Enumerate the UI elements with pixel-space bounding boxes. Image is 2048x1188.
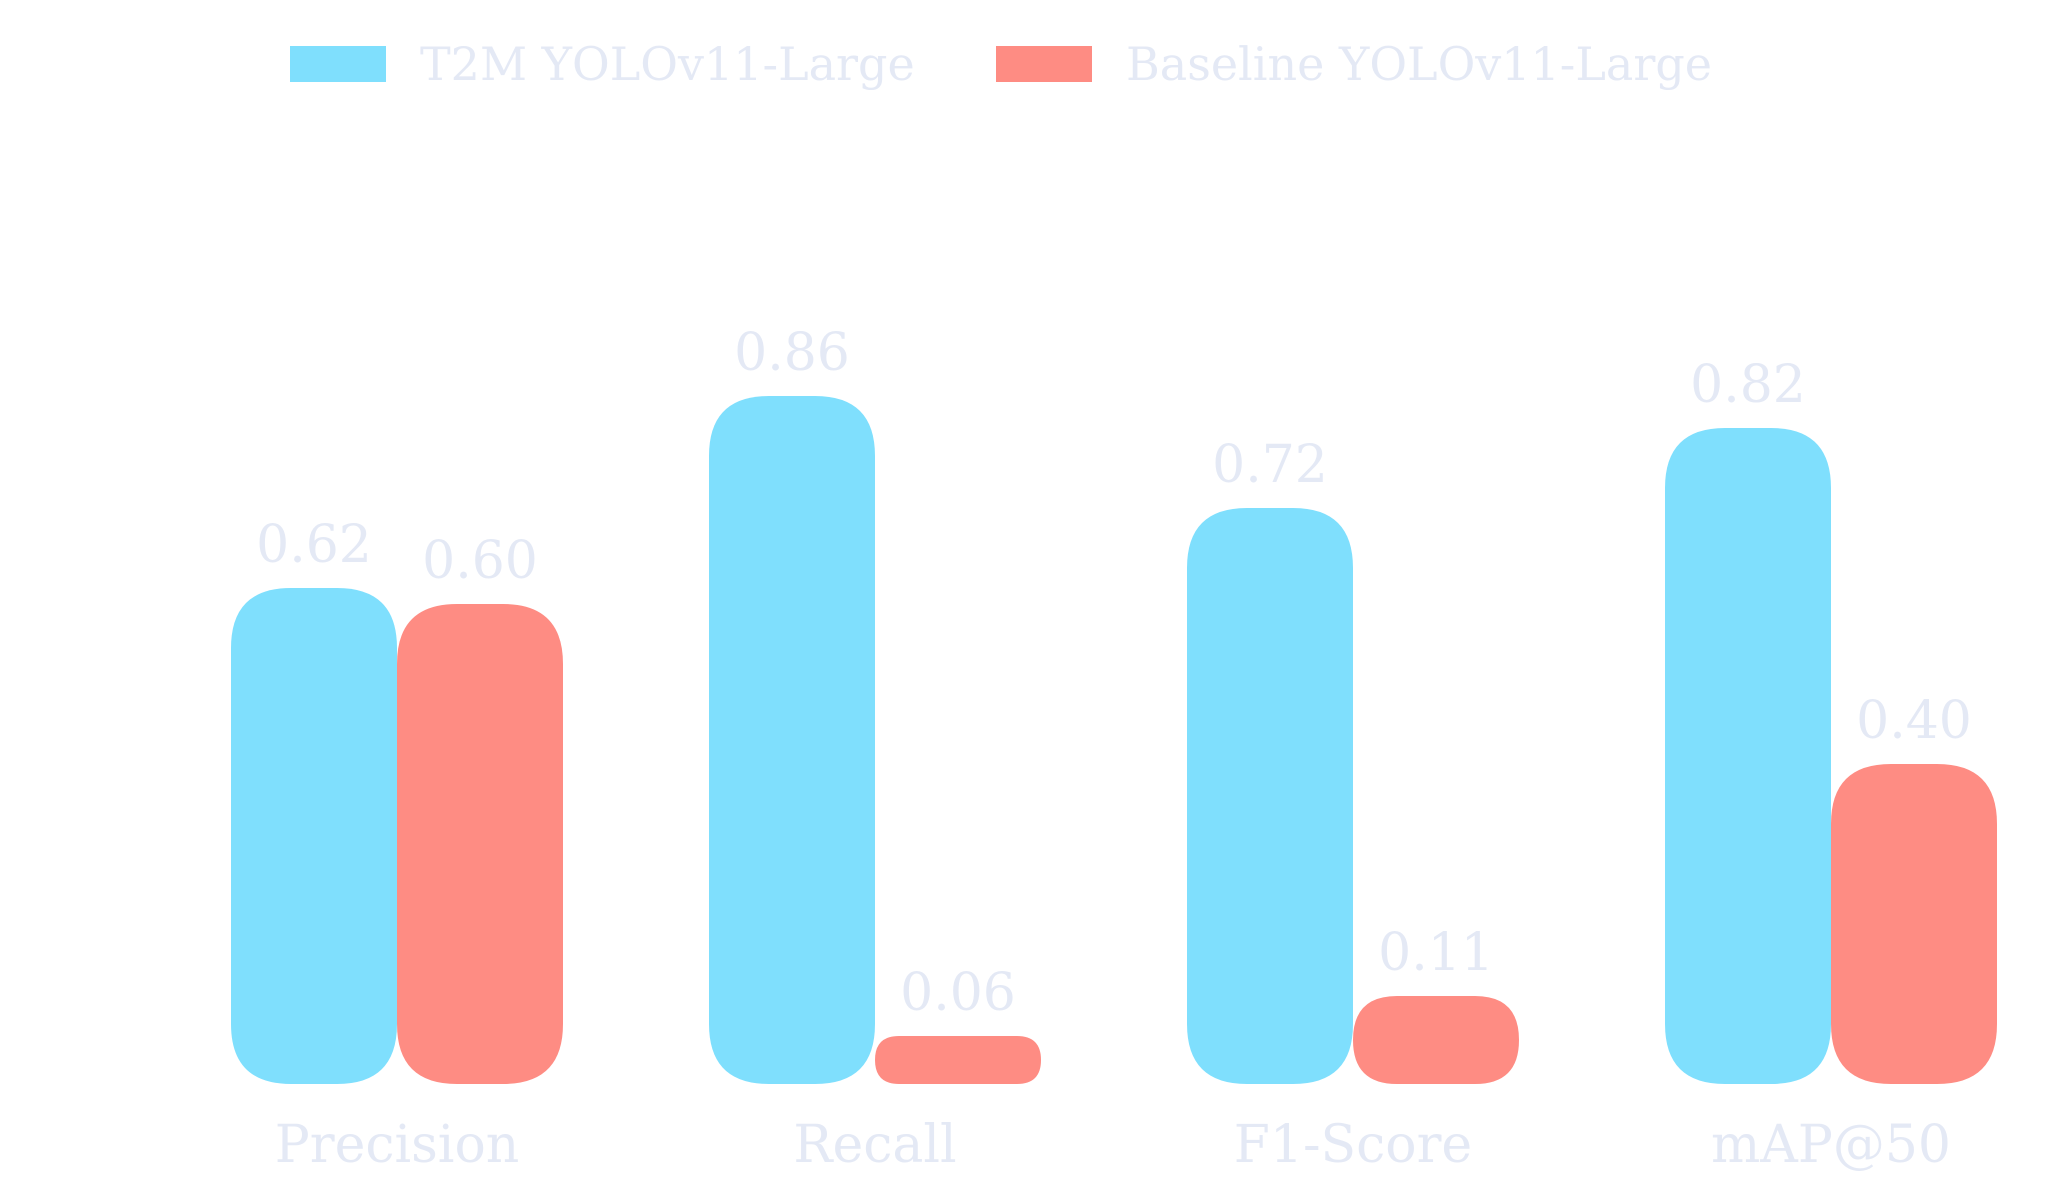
bar-baseline-map-50 xyxy=(1831,764,1997,1084)
value-label-baseline-map-50: 0.40 xyxy=(1856,691,1972,751)
legend-swatch-baseline xyxy=(996,46,1092,82)
bar-t2m-recall xyxy=(709,396,875,1084)
legend: T2M YOLOv11-Large Baseline YOLOv11-Large xyxy=(290,37,1712,91)
value-labels-group: 0.62 0.60 0.86 0.06 0.72 0.11 0.82 0.40 xyxy=(256,323,1972,1023)
bar-baseline-precision xyxy=(397,604,563,1084)
x-tick-label-map-50: mAP@50 xyxy=(1711,1115,1951,1175)
x-axis-tick-labels: Precision Recall F1-Score mAP@50 xyxy=(275,1115,1951,1175)
bar-t2m-f1-score xyxy=(1187,508,1353,1084)
bar-t2m-map-50 xyxy=(1665,428,1831,1084)
bar-t2m-precision xyxy=(231,588,397,1084)
value-label-t2m-f1-score: 0.72 xyxy=(1212,435,1328,495)
legend-label-baseline: Baseline YOLOv11-Large xyxy=(1126,37,1712,91)
x-tick-label-f1-score: F1-Score xyxy=(1234,1115,1472,1175)
legend-swatch-t2m xyxy=(290,46,386,82)
value-label-baseline-f1-score: 0.11 xyxy=(1378,923,1494,983)
x-tick-label-precision: Precision xyxy=(275,1115,520,1175)
value-label-baseline-recall: 0.06 xyxy=(900,963,1016,1023)
value-label-baseline-precision: 0.60 xyxy=(422,531,538,591)
bar-baseline-recall xyxy=(875,1036,1041,1084)
legend-label-t2m: T2M YOLOv11-Large xyxy=(420,37,915,91)
value-label-t2m-recall: 0.86 xyxy=(734,323,850,383)
bar-baseline-f1-score xyxy=(1353,996,1519,1084)
bars-group xyxy=(231,396,1997,1084)
value-label-t2m-map-50: 0.82 xyxy=(1690,355,1806,415)
value-label-t2m-precision: 0.62 xyxy=(256,515,372,575)
x-tick-label-recall: Recall xyxy=(793,1115,956,1175)
